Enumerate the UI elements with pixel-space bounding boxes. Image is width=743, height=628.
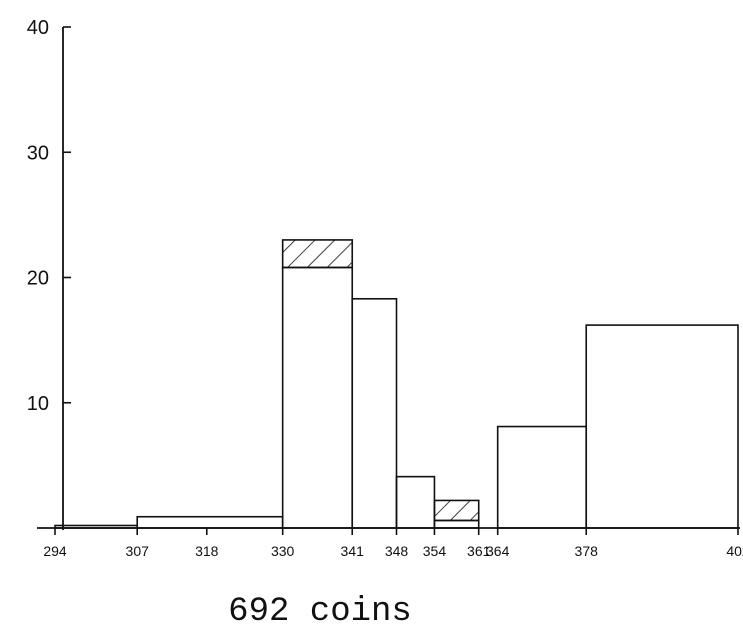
histogram-bar: [395, 475, 436, 529]
x-tick-label: 378: [575, 543, 599, 559]
y-tick-label: 20: [27, 268, 49, 290]
x-tick-label: 402: [726, 543, 743, 559]
histogram-bar: [496, 425, 588, 529]
histogram-bar: [433, 519, 480, 529]
y-tick-label: 10: [27, 393, 49, 415]
histogram-bar: [281, 266, 354, 529]
x-tick-label: 318: [195, 543, 219, 559]
hatched-bar-segment: [281, 239, 354, 269]
y-tick-label: 30: [27, 142, 49, 164]
x-tick-label: 341: [341, 543, 365, 559]
histogram-bar: [54, 524, 139, 529]
x-tick-label: 354: [423, 543, 447, 559]
x-tick-label: 364: [486, 543, 510, 559]
x-tick-label: 361: [467, 543, 491, 559]
histogram-bar: [136, 515, 284, 529]
bars: [54, 239, 739, 529]
chart-caption: 692 coins: [228, 593, 412, 628]
x-tick-label: 348: [385, 543, 409, 559]
x-tick-label: 330: [271, 543, 295, 559]
y-axis: 10 20 30 40: [27, 17, 71, 530]
hatched-bar-segment: [433, 499, 480, 522]
x-tick-label: 294: [43, 543, 67, 559]
histogram-bar: [351, 297, 398, 529]
y-tick-label: 40: [27, 17, 49, 39]
x-tick-label: 307: [126, 543, 150, 559]
histogram-bar: [585, 324, 739, 529]
